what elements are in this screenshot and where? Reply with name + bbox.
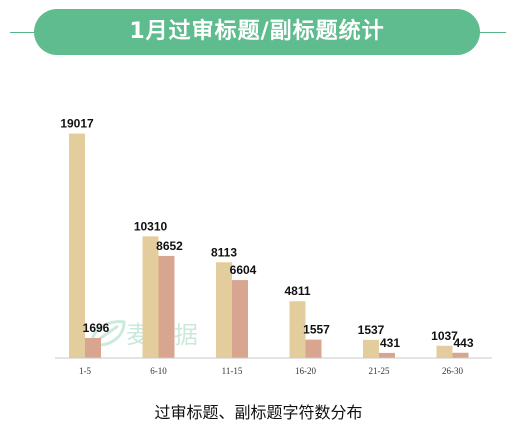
x-tick-label: 1-5 bbox=[79, 366, 91, 376]
data-label-11-15-series-2: 6604 bbox=[230, 263, 257, 277]
bar-21-25-series-1 bbox=[363, 339, 379, 358]
data-label-16-20-series-1: 4811 bbox=[284, 284, 310, 298]
bar-1-5-series-2 bbox=[85, 337, 101, 358]
x-tick-label: 6-10 bbox=[150, 366, 167, 376]
data-label-16-20-series-2: 1557 bbox=[303, 323, 330, 337]
bar-6-10-series-2 bbox=[158, 255, 175, 358]
data-label-6-10-series-2: 8652 bbox=[156, 239, 183, 253]
data-label-1-5-series-2: 1696 bbox=[83, 321, 110, 335]
chart-title: 1月过审标题/副标题统计 bbox=[34, 9, 480, 55]
bar-11-15-series-1 bbox=[216, 262, 232, 358]
x-tick-label: 26-30 bbox=[442, 366, 463, 376]
title-decor-line-left bbox=[10, 32, 36, 33]
x-tick-label: 16-20 bbox=[295, 366, 316, 376]
data-label-11-15-series-1: 8113 bbox=[211, 245, 237, 259]
bar-21-25-series-2 bbox=[379, 352, 395, 358]
x-tick-label: 21-25 bbox=[369, 366, 390, 376]
data-label-26-30-series-1: 1037 bbox=[431, 329, 458, 343]
bar-26-30-series-2 bbox=[452, 352, 469, 358]
bar-1-5-series-1 bbox=[69, 133, 85, 358]
data-label-1-5-series-1: 19017 bbox=[60, 117, 94, 131]
bar-6-10-series-1 bbox=[142, 236, 159, 358]
x-axis-label: 过审标题、副标题字符数分布 bbox=[154, 403, 363, 422]
data-label-21-25-series-2: 431 bbox=[380, 336, 400, 350]
title-decor-line-right bbox=[480, 32, 506, 33]
bar-26-30-series-1 bbox=[436, 345, 453, 358]
bar-16-20-series-1 bbox=[289, 301, 306, 358]
bar-16-20-series-2 bbox=[305, 339, 322, 358]
bar-11-15-series-2 bbox=[232, 280, 248, 358]
x-tick-label: 11-15 bbox=[222, 366, 243, 376]
data-label-26-30-series-2: 443 bbox=[453, 336, 473, 350]
data-label-6-10-series-1: 10310 bbox=[134, 219, 168, 233]
data-label-21-25-series-1: 1537 bbox=[358, 323, 385, 337]
